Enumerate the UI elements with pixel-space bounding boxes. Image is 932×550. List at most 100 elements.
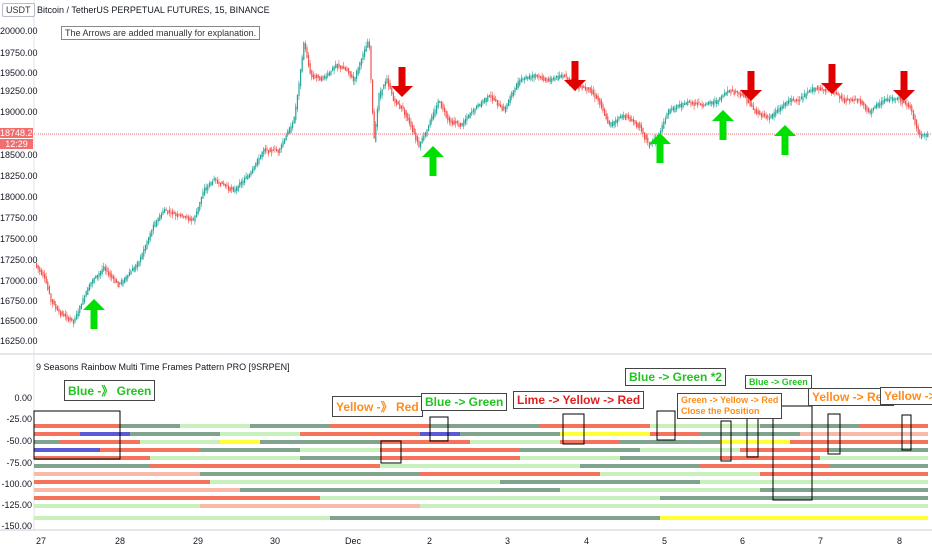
candle-body: [421, 137, 423, 144]
candle-body: [477, 104, 479, 108]
candle-body: [69, 317, 71, 321]
candle-body: [71, 317, 73, 321]
candle-body: [394, 98, 396, 104]
candle-body: [116, 279, 118, 283]
band-segment: [200, 504, 420, 508]
candle-body: [591, 88, 593, 95]
band-segment: [380, 448, 520, 452]
candle-body: [493, 97, 495, 101]
candle-body: [498, 103, 500, 107]
candle-body: [682, 103, 684, 108]
candle-body: [538, 75, 540, 78]
candle-body: [367, 41, 369, 48]
candle-body: [276, 148, 278, 152]
price-axis-label: 17250.00: [0, 255, 38, 265]
candle-body: [63, 313, 65, 317]
candle-body: [354, 77, 356, 82]
candle-body: [687, 101, 689, 106]
candle-body: [413, 128, 415, 134]
candle-body: [842, 97, 844, 101]
candle-body: [180, 214, 182, 217]
indicator-title[interactable]: 9 Seasons Rainbow Multi Time Frames Patt…: [36, 362, 290, 372]
candle-body: [381, 88, 383, 96]
band-segment: [200, 472, 420, 476]
candle-body: [288, 127, 290, 134]
candle-body: [647, 137, 649, 143]
candle-body: [716, 100, 718, 104]
candle-body: [516, 83, 518, 90]
candle-body: [818, 87, 820, 91]
candle-body: [253, 166, 255, 170]
candle-body: [874, 105, 876, 109]
band-segment: [660, 516, 928, 520]
candle-body: [648, 142, 650, 148]
candle-body: [178, 213, 180, 216]
candle-body: [120, 280, 122, 285]
candle-body: [216, 180, 218, 184]
candle-body: [845, 98, 847, 102]
candle-body: [432, 112, 434, 120]
candle-body: [101, 269, 103, 274]
annotation-line: Green -> Yellow -> Red: [681, 395, 779, 405]
time-axis-label: Dec: [345, 536, 362, 546]
candle-body: [156, 220, 158, 227]
candle-body: [418, 140, 420, 148]
candle-body: [599, 98, 601, 105]
candle-body: [205, 187, 207, 191]
candle-body: [804, 93, 806, 98]
candle-body: [559, 74, 561, 79]
candle-body: [583, 85, 585, 88]
band-segment: [240, 488, 560, 492]
candle-body: [485, 97, 487, 103]
candle-body: [312, 74, 314, 79]
candle-body: [620, 116, 622, 119]
candle-body: [724, 92, 726, 96]
band-segment: [34, 488, 240, 492]
candle-body: [786, 101, 788, 106]
candle-body: [698, 101, 700, 104]
candle-body: [373, 111, 375, 139]
time-axis-label: 7: [818, 536, 824, 546]
candle-body: [232, 187, 234, 192]
candle-body: [279, 148, 281, 154]
candle-body: [260, 154, 262, 160]
candle-body: [194, 215, 196, 222]
candle-body: [519, 79, 521, 86]
candle-body: [56, 306, 58, 311]
candle-body: [437, 100, 439, 108]
candle-body: [797, 99, 799, 102]
band-segment: [760, 424, 860, 428]
candle-body: [730, 89, 732, 94]
candle-body: [402, 105, 404, 110]
currency-selector[interactable]: USDT: [2, 3, 35, 17]
candle-body: [397, 101, 399, 105]
candle-body: [365, 45, 367, 52]
band-segment: [700, 464, 830, 468]
candle-body: [77, 311, 79, 317]
candle-body: [469, 112, 471, 118]
candle-body: [319, 76, 321, 81]
candle-body: [175, 212, 177, 217]
candle-body: [768, 116, 770, 120]
candle-body: [255, 162, 257, 168]
candle-body: [496, 100, 498, 106]
candle-body: [885, 98, 887, 102]
candle-body: [79, 305, 81, 313]
highlight-box: [380, 440, 402, 464]
candle-body: [692, 101, 694, 105]
indicator-axis-label: -25.00: [6, 414, 32, 424]
candle-body: [679, 103, 681, 108]
candle-body: [757, 110, 759, 115]
candle-body: [517, 80, 519, 89]
candle-body: [688, 100, 690, 103]
candle-body: [672, 106, 674, 111]
candle-body: [463, 120, 465, 127]
candle-body: [40, 269, 42, 275]
candle-body: [258, 158, 260, 164]
candle-body: [743, 92, 745, 98]
candle-body: [95, 275, 97, 279]
price-candles: [36, 38, 929, 328]
candle-body: [466, 116, 468, 121]
candle-body: [696, 102, 698, 106]
